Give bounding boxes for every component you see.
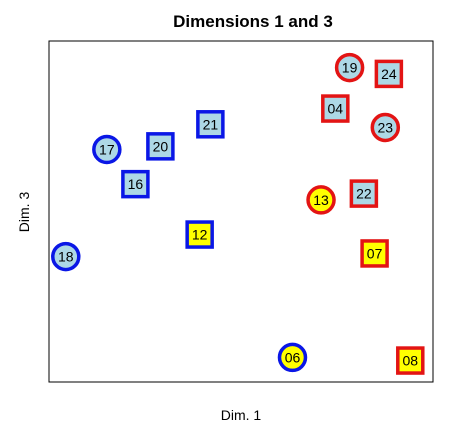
plot-area-frame xyxy=(48,40,434,383)
point-label: 21 xyxy=(203,116,219,132)
point-label: 12 xyxy=(192,227,208,243)
point-square-marker xyxy=(360,239,389,268)
point-label: 08 xyxy=(403,353,419,369)
point-07: 07 xyxy=(360,239,389,268)
point-17: 17 xyxy=(92,134,122,165)
point-13: 13 xyxy=(306,185,336,215)
chart-title: Dimensions 1 and 3 xyxy=(173,12,333,31)
point-label: 06 xyxy=(285,349,301,365)
point-04: 04 xyxy=(321,94,350,123)
point-square-marker xyxy=(374,59,404,89)
point-circle-marker xyxy=(334,52,365,83)
point-circle-marker xyxy=(51,241,81,272)
point-label: 19 xyxy=(342,60,358,76)
point-label: 23 xyxy=(378,119,394,135)
point-square-marker xyxy=(321,94,350,123)
point-label: 04 xyxy=(328,101,344,117)
point-label: 17 xyxy=(99,142,115,158)
point-22: 22 xyxy=(349,179,379,208)
point-24: 24 xyxy=(374,59,404,89)
point-circle-marker xyxy=(370,112,401,143)
point-label: 22 xyxy=(356,186,372,202)
point-06: 06 xyxy=(277,342,308,373)
points-layer: 19 24 04 23 21 17 20 16 22 13 12 18 07 06 08 xyxy=(51,52,425,375)
point-label: 20 xyxy=(153,138,169,154)
point-18: 18 xyxy=(51,241,81,272)
point-square-marker xyxy=(196,110,225,139)
point-square-marker xyxy=(146,132,175,161)
x-axis-label: Dim. 1 xyxy=(221,407,262,423)
point-square-marker xyxy=(121,169,150,199)
point-19: 19 xyxy=(334,52,365,83)
point-square-marker xyxy=(396,346,425,375)
point-label: 16 xyxy=(128,176,144,192)
point-circle-marker xyxy=(306,185,336,215)
point-20: 20 xyxy=(146,132,175,161)
point-label: 13 xyxy=(313,192,329,208)
point-08: 08 xyxy=(396,346,425,375)
point-16: 16 xyxy=(121,169,150,199)
point-label: 07 xyxy=(367,245,383,261)
point-12: 12 xyxy=(185,220,214,249)
point-23: 23 xyxy=(370,112,401,143)
y-axis-label: Dim. 3 xyxy=(16,192,32,233)
point-circle-marker xyxy=(92,134,122,165)
point-square-marker xyxy=(185,220,214,249)
point-label: 18 xyxy=(58,249,74,265)
point-label: 24 xyxy=(381,66,397,82)
point-circle-marker xyxy=(277,342,308,373)
point-21: 21 xyxy=(196,110,225,139)
point-square-marker xyxy=(349,179,379,208)
